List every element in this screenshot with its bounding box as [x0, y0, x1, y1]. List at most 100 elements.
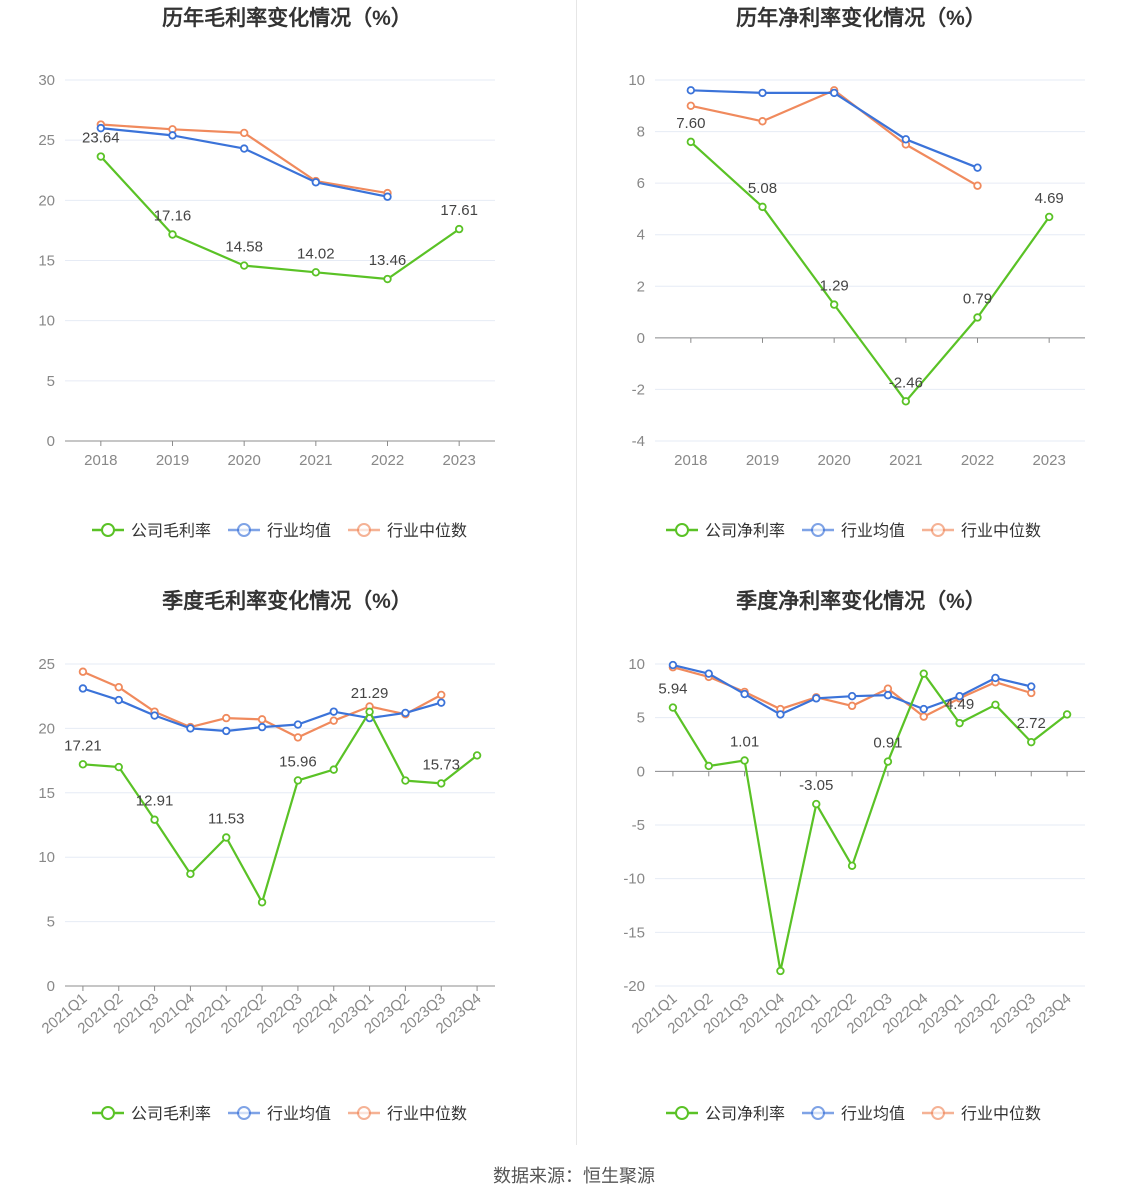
legend-marker [931, 523, 945, 537]
legend-label: 行业均值 [267, 1105, 331, 1123]
data-label: 0.91 [873, 735, 902, 752]
data-point [78, 760, 88, 769]
y-tick-label: 20 [38, 720, 55, 737]
data-point [686, 86, 696, 95]
y-tick-label: 20 [38, 192, 55, 209]
data-label: 17.16 [154, 208, 192, 225]
data-point [239, 144, 249, 153]
x-tick-label: 2020 [227, 452, 260, 469]
data-point [311, 268, 321, 277]
chart-panel-quarterly-net: 季度净利率变化情况（%） -20 -15 -10 -5 0 5 10 2021Q1 2021Q2 2… [574, 583, 1148, 1166]
data-point [239, 128, 249, 138]
legend-item: 公司毛利率 [92, 1105, 211, 1123]
y-tick-label: 5 [47, 914, 55, 931]
data-point [919, 704, 928, 714]
data-point [329, 716, 338, 725]
legend-item: 行业中位数 [922, 522, 1041, 540]
data-label: 14.02 [297, 245, 335, 262]
data-point [829, 88, 839, 98]
data-label: 11.53 [208, 810, 244, 827]
data-point [1027, 682, 1036, 691]
series-line [690, 89, 979, 187]
data-point [329, 707, 338, 716]
x-tick-label: 2022 [961, 452, 994, 469]
chart-title: 季度净利率变化情况（%） [736, 589, 986, 613]
legend-label: 行业中位数 [387, 522, 467, 540]
data-point [1027, 737, 1036, 747]
data-point [114, 682, 123, 692]
data-label: 1.01 [730, 733, 759, 750]
data-point [383, 274, 392, 284]
data-point [222, 833, 231, 842]
data-label: 15.73 [422, 756, 460, 773]
data-point [776, 966, 785, 976]
data-point [311, 178, 321, 187]
y-tick-label: 4 [637, 227, 645, 244]
y-tick-label: 10 [628, 72, 645, 89]
x-tick-label: 2023 [442, 452, 475, 469]
data-label: 4.49 [945, 696, 974, 713]
legend-marker [931, 1106, 945, 1120]
quarterly-net-margin-chart: 季度净利率变化情况（%）-20-15-10-505102021Q12021Q22… [623, 589, 1085, 1123]
data-point [847, 691, 857, 701]
x-tick-label: 2019 [746, 452, 779, 469]
data-point [919, 669, 928, 678]
legend-item: 公司净利率 [666, 522, 785, 540]
data-point [1044, 212, 1054, 222]
data-point [437, 690, 446, 700]
y-tick-label: 0 [637, 763, 645, 780]
data-point [883, 757, 893, 766]
data-point [812, 694, 821, 703]
series-line [671, 672, 1068, 973]
y-tick-label: -4 [632, 433, 645, 450]
data-point [222, 713, 231, 723]
y-tick-label: 30 [38, 72, 55, 89]
data-label: 15.96 [279, 753, 317, 770]
data-point [186, 869, 195, 879]
chart-title: 历年毛利率变化情况（%） [162, 6, 412, 30]
legend-marker [237, 523, 251, 537]
chart-panel-quarterly-gross: 季度毛利率变化情况（%） 0 5 10 15 20 25 2021Q1 2021Q2 2021Q3… [0, 583, 574, 1166]
series-line [99, 155, 460, 281]
legend-item: 行业均值 [802, 1105, 905, 1123]
y-tick-label: 6 [637, 175, 645, 192]
data-label: 17.21 [64, 737, 102, 754]
legend-label: 公司净利率 [705, 522, 785, 540]
x-tick-label: 2021 [889, 452, 922, 469]
y-tick-label: 0 [47, 978, 55, 995]
data-point [437, 779, 446, 788]
annual-net-margin-chart: 历年净利率变化情况（%） -4 -2 0 2 4 6 8 10 2018 2019 2020 2021 2… [628, 6, 1085, 540]
legend-item: 公司净利率 [666, 1105, 785, 1123]
data-point [222, 726, 231, 736]
x-tick-label: 2023 [1032, 452, 1065, 469]
data-point [454, 224, 464, 234]
y-tick-label: 0 [47, 433, 55, 450]
data-label: 2.72 [1017, 715, 1046, 732]
legend-marker [675, 1106, 689, 1120]
data-point [901, 135, 911, 144]
y-tick-label: 10 [38, 313, 55, 330]
data-point [114, 762, 123, 772]
data-label: 5.94 [658, 681, 687, 698]
data-source-note: 数据来源：恒生聚源 [493, 1166, 655, 1186]
legend-label: 行业均值 [841, 1105, 905, 1123]
data-point [973, 181, 982, 190]
y-tick-label: 10 [628, 656, 645, 673]
y-tick-label: -10 [623, 871, 645, 888]
data-point [668, 660, 678, 670]
data-point [973, 163, 982, 172]
data-point [114, 695, 123, 705]
y-tick-label: 25 [38, 132, 55, 149]
data-point [257, 715, 267, 724]
y-tick-label: 15 [38, 253, 55, 270]
data-point [257, 722, 267, 732]
chart-title: 历年净利率变化情况（%） [736, 6, 986, 30]
data-label: 23.64 [82, 130, 120, 147]
data-point [78, 684, 88, 693]
data-point [96, 123, 106, 133]
data-point [437, 698, 446, 707]
data-point [329, 765, 338, 774]
data-point [668, 703, 678, 712]
data-point [758, 202, 767, 212]
legend-label: 行业均值 [841, 522, 905, 540]
